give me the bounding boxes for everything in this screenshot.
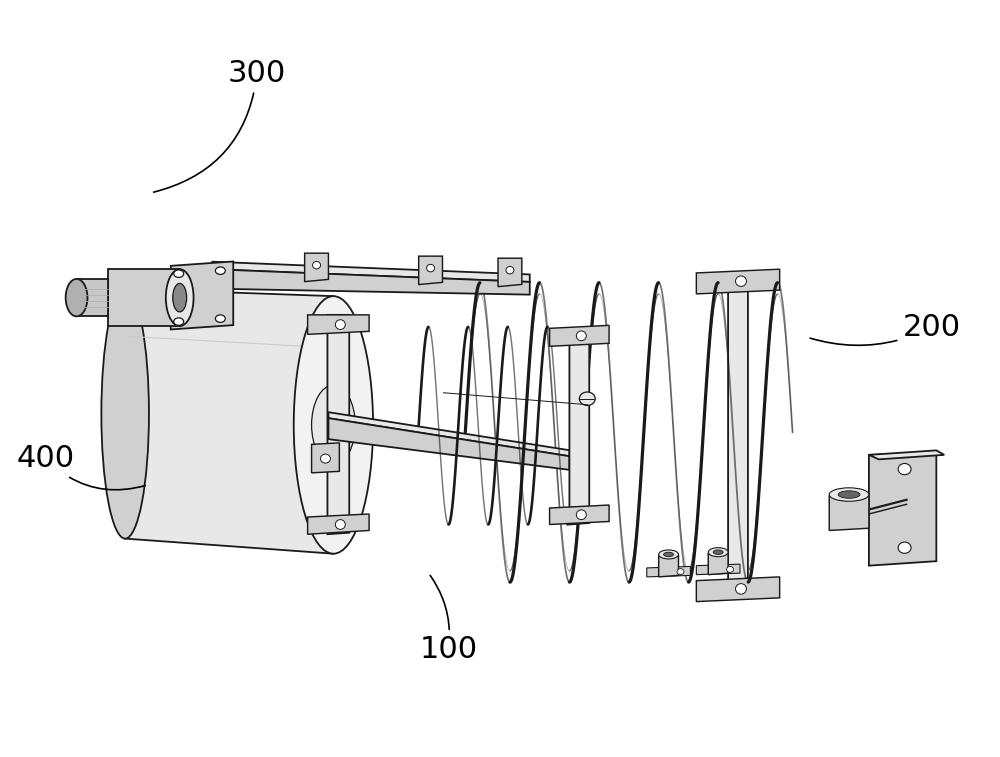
Polygon shape <box>869 450 944 459</box>
Polygon shape <box>212 269 530 294</box>
Text: 200: 200 <box>810 313 960 345</box>
Ellipse shape <box>829 488 869 501</box>
Polygon shape <box>829 494 869 531</box>
Polygon shape <box>328 418 569 470</box>
Ellipse shape <box>506 266 514 274</box>
Ellipse shape <box>659 550 678 559</box>
Polygon shape <box>696 577 780 602</box>
Polygon shape <box>728 285 748 581</box>
Polygon shape <box>212 262 530 282</box>
Ellipse shape <box>215 315 225 322</box>
Text: 300: 300 <box>154 58 286 192</box>
Polygon shape <box>647 566 690 577</box>
Polygon shape <box>569 329 589 525</box>
Ellipse shape <box>321 454 330 463</box>
Ellipse shape <box>576 331 586 341</box>
Polygon shape <box>550 326 609 346</box>
Ellipse shape <box>708 548 728 556</box>
Ellipse shape <box>174 270 184 277</box>
Ellipse shape <box>713 550 723 554</box>
Ellipse shape <box>101 288 149 538</box>
Polygon shape <box>308 315 369 335</box>
Ellipse shape <box>736 276 746 286</box>
Ellipse shape <box>664 552 674 556</box>
Ellipse shape <box>898 463 911 475</box>
Ellipse shape <box>335 519 345 529</box>
Ellipse shape <box>579 392 595 406</box>
Polygon shape <box>328 413 569 456</box>
Polygon shape <box>305 253 328 282</box>
Polygon shape <box>125 288 333 553</box>
Ellipse shape <box>312 385 355 465</box>
Polygon shape <box>659 554 679 577</box>
Ellipse shape <box>898 542 911 553</box>
Polygon shape <box>498 258 522 287</box>
Ellipse shape <box>427 264 435 272</box>
Ellipse shape <box>736 584 746 594</box>
Ellipse shape <box>727 566 734 572</box>
Polygon shape <box>312 443 339 473</box>
Polygon shape <box>308 514 369 534</box>
Ellipse shape <box>66 279 87 316</box>
Ellipse shape <box>173 283 187 312</box>
Polygon shape <box>77 279 108 316</box>
Ellipse shape <box>166 269 194 326</box>
Ellipse shape <box>294 296 373 553</box>
Polygon shape <box>419 256 442 285</box>
Polygon shape <box>171 261 233 329</box>
Ellipse shape <box>677 569 684 575</box>
Ellipse shape <box>174 318 184 326</box>
Polygon shape <box>708 552 728 575</box>
Ellipse shape <box>576 510 586 519</box>
Polygon shape <box>108 269 180 326</box>
Polygon shape <box>550 505 609 525</box>
Polygon shape <box>696 269 780 294</box>
Polygon shape <box>696 564 740 575</box>
Text: 100: 100 <box>419 575 477 664</box>
Polygon shape <box>327 315 349 534</box>
Text: 400: 400 <box>17 444 145 490</box>
Ellipse shape <box>335 319 345 329</box>
Polygon shape <box>869 453 936 565</box>
Ellipse shape <box>313 261 321 269</box>
Ellipse shape <box>215 267 225 275</box>
Ellipse shape <box>838 491 860 498</box>
